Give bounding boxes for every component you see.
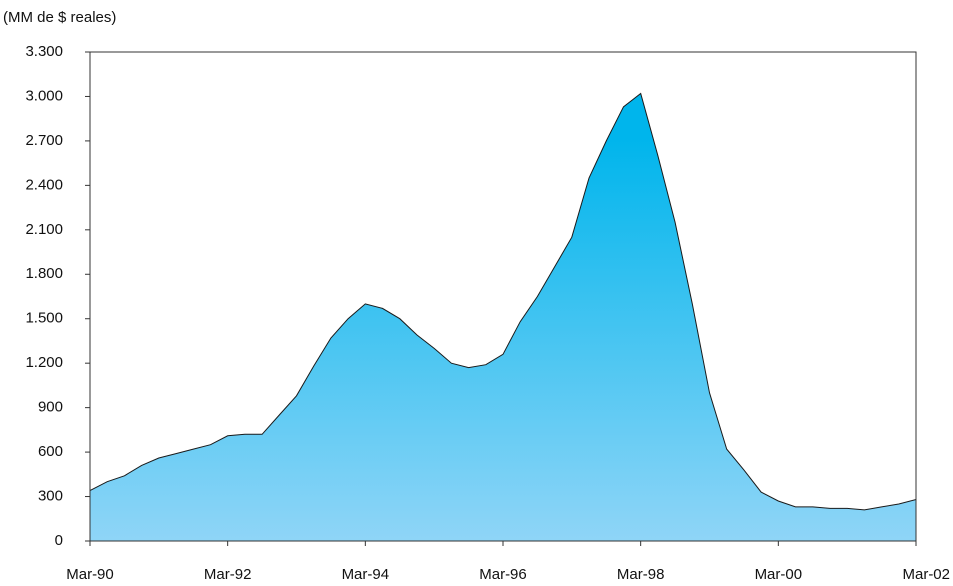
x-tick-label: Mar-96	[479, 566, 527, 583]
y-tick-label: 2.400	[25, 176, 63, 193]
x-tick-label: Mar-98	[617, 566, 665, 583]
y-tick-label: 1.500	[25, 310, 63, 327]
x-tick-label: Mar-92	[204, 566, 252, 583]
y-tick-label: 600	[38, 443, 63, 460]
y-tick-label: 2.100	[25, 221, 63, 238]
y-tick-label: 3.000	[25, 87, 63, 104]
y-tick-label: 2.700	[25, 132, 63, 149]
y-tick-label: 900	[38, 399, 63, 416]
x-tick-label: Mar-90	[66, 566, 114, 583]
y-tick-label: 300	[38, 488, 63, 505]
y-tick-label: 1.200	[25, 354, 63, 371]
area	[89, 92, 917, 542]
y-tick-label: 1.800	[25, 265, 63, 282]
y-tick-label: 3.300	[25, 43, 63, 60]
x-tick-label: Mar-94	[342, 566, 390, 583]
y-tick-label: 0	[55, 532, 63, 549]
y-axis-label: (MM de $ reales)	[3, 9, 116, 26]
x-tick-label: Mar-00	[755, 566, 803, 583]
x-tick-label: Mar-02	[902, 566, 950, 583]
